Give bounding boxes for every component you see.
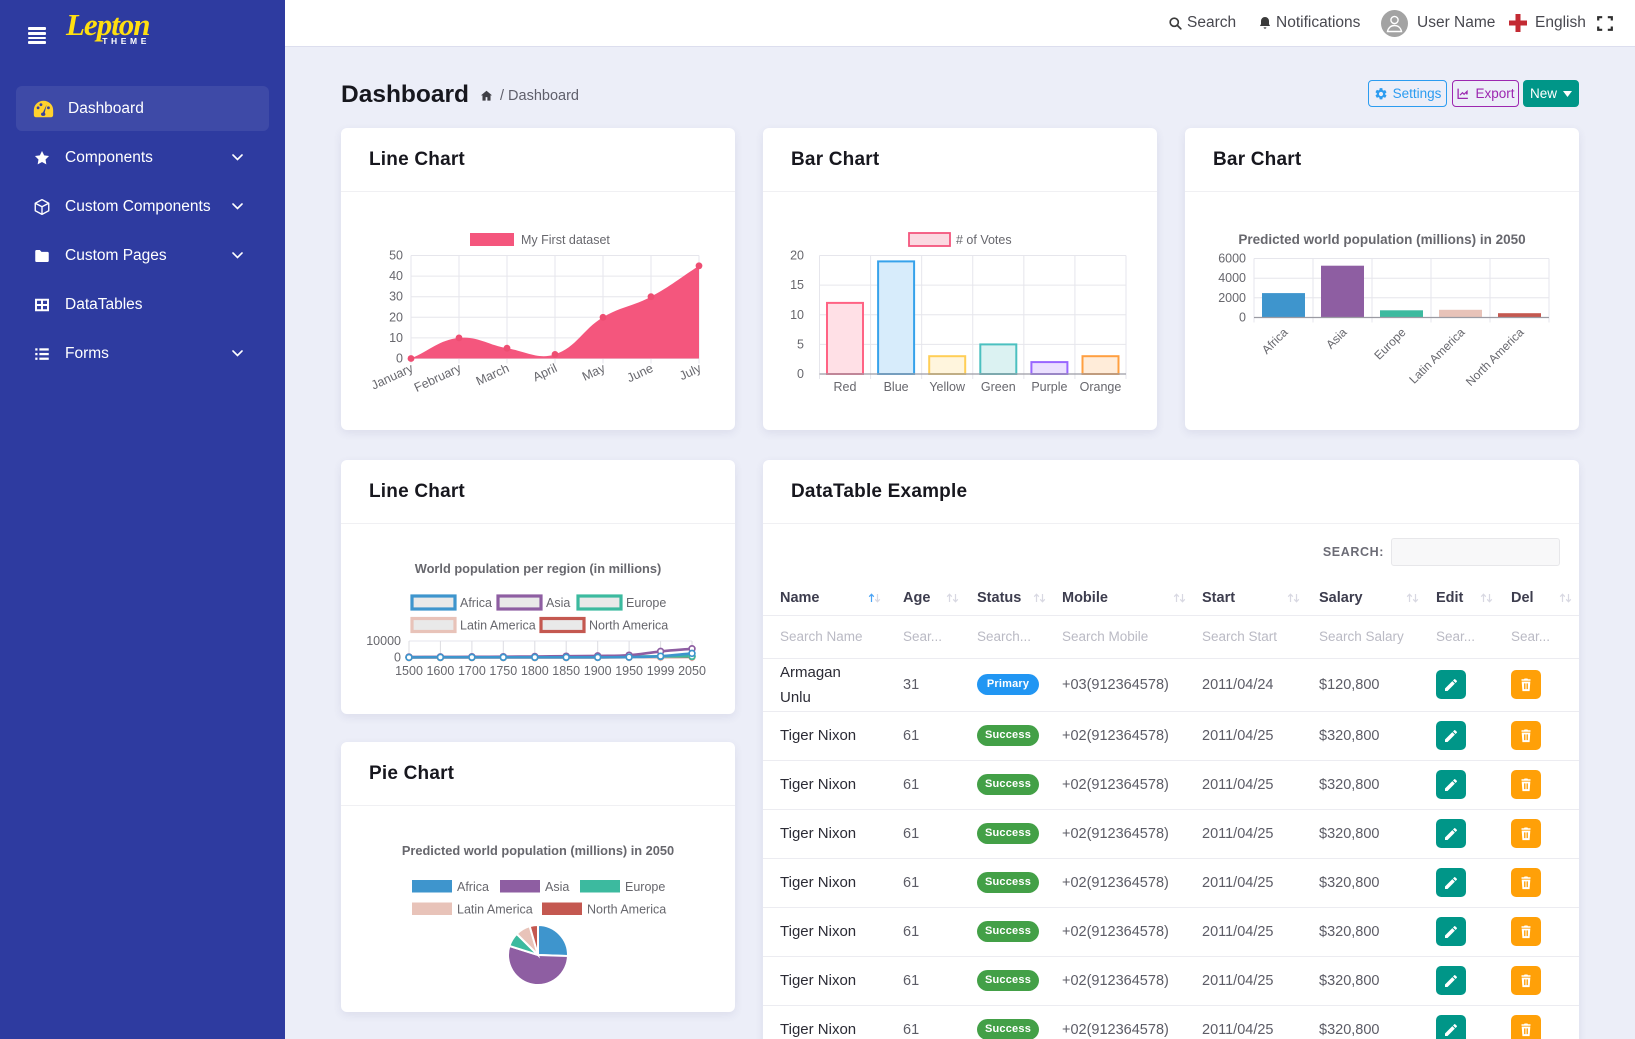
svg-text:50: 50 [389,249,403,263]
svg-text:Predicted world population (mi: Predicted world population (millions) in… [1238,232,1525,247]
svg-text:30: 30 [389,290,403,304]
svg-text:Africa: Africa [457,880,489,894]
svg-text:Africa: Africa [460,596,492,610]
svg-text:Asia: Asia [546,596,570,610]
svg-text:0: 0 [1239,311,1246,325]
svg-text:Blue: Blue [884,380,909,394]
svg-text:0: 0 [797,367,804,381]
svg-text:Yellow: Yellow [929,380,966,394]
svg-text:1700: 1700 [458,664,486,678]
svg-text:Latin America: Latin America [460,619,536,633]
svg-text:# of Votes: # of Votes [956,233,1012,247]
svg-text:1600: 1600 [426,664,454,678]
svg-text:Predicted world population (mi: Predicted world population (millions) in… [402,843,674,858]
svg-text:Europe: Europe [625,880,665,894]
svg-text:1999: 1999 [647,664,675,678]
svg-text:10: 10 [790,308,804,322]
svg-text:Europe: Europe [626,596,666,610]
svg-text:May: May [580,361,608,384]
svg-text:My First dataset: My First dataset [521,233,610,247]
svg-text:January: January [369,361,416,393]
svg-text:1850: 1850 [552,664,580,678]
svg-text:North America: North America [587,903,666,917]
svg-text:April: April [531,361,560,384]
svg-text:Asia: Asia [1323,325,1350,352]
svg-text:1500: 1500 [395,664,423,678]
svg-text:40: 40 [389,269,403,283]
svg-text:2000: 2000 [1218,291,1246,305]
svg-text:February: February [412,361,464,395]
svg-text:20: 20 [389,310,403,324]
svg-text:Asia: Asia [545,880,569,894]
svg-text:Latin America: Latin America [457,903,533,917]
svg-text:0: 0 [394,651,401,665]
svg-text:Green: Green [981,380,1016,394]
svg-text:July: July [677,361,704,383]
svg-text:10000: 10000 [366,634,401,648]
svg-text:1950: 1950 [615,664,643,678]
svg-text:0: 0 [396,352,403,366]
svg-text:2050: 2050 [678,664,706,678]
svg-text:North America: North America [589,619,668,633]
svg-text:North America: North America [1463,325,1527,389]
svg-text:15: 15 [790,278,804,292]
svg-text:Red: Red [834,380,857,394]
svg-text:World population per region (i: World population per region (in millions… [415,561,661,576]
svg-text:Latin America: Latin America [1406,325,1468,387]
svg-text:4000: 4000 [1218,271,1246,285]
svg-text:1800: 1800 [521,664,549,678]
svg-text:1900: 1900 [584,664,612,678]
svg-text:1750: 1750 [489,664,517,678]
svg-text:5: 5 [797,337,804,351]
svg-text:Purple: Purple [1031,380,1067,394]
svg-text:Orange: Orange [1080,380,1122,394]
svg-text:20: 20 [790,249,804,263]
svg-text:June: June [625,361,656,385]
svg-text:6000: 6000 [1218,252,1246,266]
svg-text:March: March [474,361,511,388]
svg-text:Europe: Europe [1371,325,1408,362]
svg-text:10: 10 [389,331,403,345]
svg-text:Africa: Africa [1259,325,1291,357]
